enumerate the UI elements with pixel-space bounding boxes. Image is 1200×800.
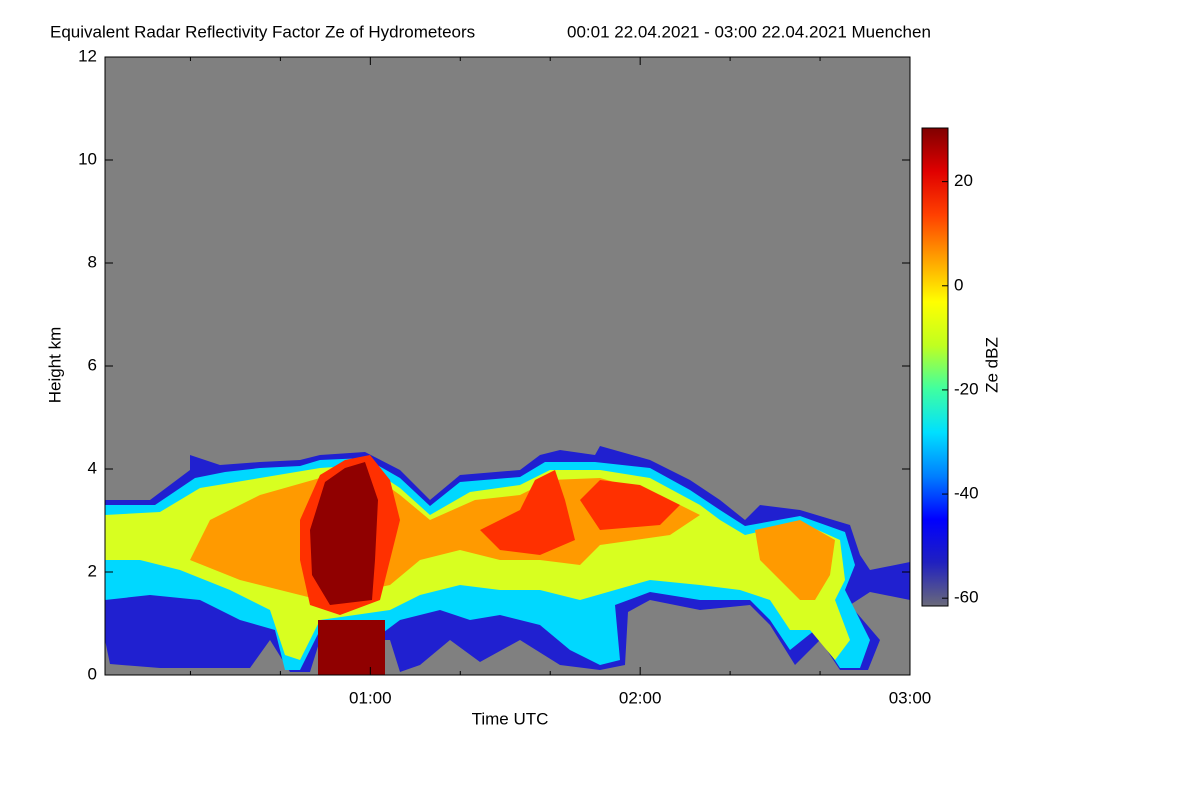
colorbar-tick-label: -60 <box>954 588 979 607</box>
y-tick-label: 6 <box>88 355 97 374</box>
colorbar <box>921 127 949 607</box>
y-tick-label: 10 <box>78 149 97 168</box>
chart-subtitle: 00:01 22.04.2021 - 03:00 22.04.2021 Muen… <box>567 22 931 41</box>
colorbar-tick-label: -40 <box>954 484 979 503</box>
x-axis-label: Time UTC <box>472 709 549 728</box>
colorbar-tick-label: 20 <box>954 171 973 190</box>
colorbar-tick-label: -20 <box>954 379 979 398</box>
x-tick-label: 02:00 <box>619 688 662 707</box>
x-tick-label: 01:00 <box>349 688 392 707</box>
chart-title: Equivalent Radar Reflectivity Factor Ze … <box>50 22 475 41</box>
y-tick-label: 0 <box>88 664 97 683</box>
colorbar-tick-label: 0 <box>954 275 963 294</box>
y-tick-label: 2 <box>88 561 97 580</box>
y-tick-label: 4 <box>88 458 97 477</box>
colorbar-label: Ze dBZ <box>982 337 1001 393</box>
reflectivity-field <box>105 446 910 675</box>
y-axis-label: Height km <box>45 327 64 404</box>
y-tick-label: 8 <box>88 252 97 271</box>
echo-very-strong <box>300 455 680 615</box>
echo-extreme <box>310 462 385 675</box>
y-tick-label: 12 <box>78 46 97 65</box>
x-tick-label: 03:00 <box>889 688 932 707</box>
